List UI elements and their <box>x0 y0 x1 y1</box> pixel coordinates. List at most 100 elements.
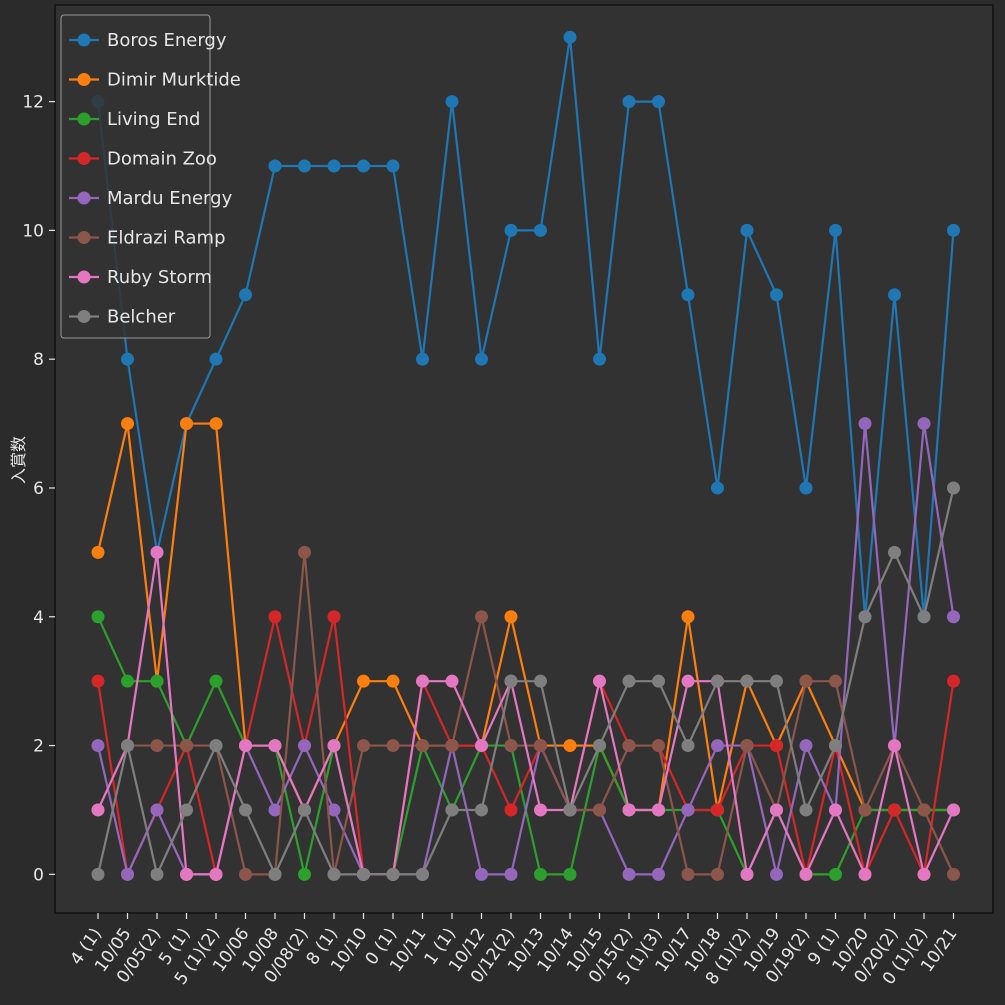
data-point-domain-zoo <box>711 803 724 817</box>
data-point-boros-energy <box>416 352 429 366</box>
data-point-belcher <box>681 739 695 753</box>
data-point-living-end <box>121 674 134 688</box>
data-point-mardu-energy <box>770 867 783 881</box>
legend-item-ruby-storm: Ruby Storm <box>69 267 212 288</box>
data-point-belcher <box>770 674 783 688</box>
data-point-belcher <box>799 803 813 817</box>
data-point-eldrazi-ramp <box>475 610 488 624</box>
data-point-belcher <box>180 803 193 817</box>
legend-marker <box>77 270 91 284</box>
data-point-ruby-storm <box>770 803 783 817</box>
series-line-belcher <box>96 487 955 876</box>
data-point-living-end <box>209 674 223 688</box>
data-point-living-end <box>829 867 842 881</box>
data-point-living-end <box>91 610 105 624</box>
data-point-living-end <box>563 867 577 881</box>
data-point-dimir-murktide <box>357 674 370 688</box>
data-point-boros-energy <box>121 352 134 366</box>
data-point-belcher <box>327 867 341 881</box>
data-point-boros-energy <box>386 159 400 173</box>
data-point-boros-energy <box>622 95 636 109</box>
data-point-mardu-energy <box>504 867 518 881</box>
data-point-eldrazi-ramp <box>681 867 695 881</box>
y-axis-label: 入賞数 <box>9 436 28 484</box>
data-point-belcher <box>563 803 577 817</box>
data-point-belcher <box>652 674 665 688</box>
data-point-domain-zoo <box>327 610 341 624</box>
legend-label: Domain Zoo <box>107 149 217 170</box>
data-point-mardu-energy <box>652 867 665 881</box>
data-point-belcher <box>209 739 223 753</box>
data-point-belcher <box>475 803 488 817</box>
data-point-belcher <box>357 867 370 881</box>
legend-marker <box>77 310 91 323</box>
data-point-ruby-storm <box>799 867 813 881</box>
legend-box <box>60 14 211 339</box>
data-point-ruby-storm <box>180 867 193 881</box>
data-point-dimir-murktide <box>504 610 518 624</box>
data-point-boros-energy <box>888 288 901 302</box>
data-point-boros-energy <box>947 223 960 237</box>
data-point-dimir-murktide <box>91 545 105 559</box>
y-tick-label: 4 <box>33 608 44 628</box>
data-point-boros-energy <box>740 223 754 237</box>
data-point-belcher <box>740 674 754 688</box>
data-point-ruby-storm <box>858 867 872 881</box>
data-point-belcher <box>416 867 429 881</box>
data-point-boros-energy <box>445 95 459 109</box>
data-point-living-end <box>150 674 164 688</box>
data-point-eldrazi-ramp <box>622 739 636 753</box>
y-tick-label: 8 <box>33 350 44 370</box>
data-point-mardu-energy <box>150 803 164 817</box>
data-point-eldrazi-ramp <box>917 803 931 817</box>
data-point-boros-energy <box>829 223 842 237</box>
data-point-belcher <box>91 867 105 881</box>
data-point-dimir-murktide <box>209 417 223 431</box>
data-point-ruby-storm <box>268 739 282 753</box>
data-point-domain-zoo <box>888 803 901 817</box>
data-point-ruby-storm <box>239 739 252 753</box>
data-point-domain-zoo <box>947 674 960 688</box>
data-point-belcher <box>239 803 252 817</box>
data-point-mardu-energy <box>327 803 341 817</box>
data-point-mardu-energy <box>799 739 813 753</box>
legend-item-boros-energy: Boros Energy <box>69 30 227 51</box>
legend-marker <box>77 152 91 165</box>
legend-item-belcher: Belcher <box>69 307 176 328</box>
data-point-boros-energy <box>563 30 577 44</box>
data-point-boros-energy <box>327 159 341 173</box>
data-point-mardu-energy <box>121 867 134 881</box>
data-point-belcher <box>150 867 164 881</box>
data-point-belcher <box>947 481 960 495</box>
data-point-belcher <box>917 610 931 624</box>
data-point-belcher <box>298 803 311 817</box>
legend-marker <box>77 231 91 244</box>
data-point-eldrazi-ramp <box>799 674 813 688</box>
data-point-domain-zoo <box>268 610 282 624</box>
data-point-belcher <box>386 867 400 881</box>
data-point-boros-energy <box>534 223 547 237</box>
data-point-ruby-storm <box>445 674 459 688</box>
data-point-ruby-storm <box>593 674 606 688</box>
y-tick-label: 10 <box>22 221 44 241</box>
data-point-ruby-storm <box>622 803 636 817</box>
data-point-mardu-energy <box>91 739 105 753</box>
y-axis: 0 2 4 6 8 10 12 <box>22 93 55 885</box>
data-point-mardu-energy <box>475 867 488 881</box>
data-point-ruby-storm <box>652 803 665 817</box>
legend-item-eldrazi-ramp: Eldrazi Ramp <box>69 228 226 249</box>
data-point-boros-energy <box>298 159 311 173</box>
data-point-mardu-energy <box>681 803 695 817</box>
data-point-ruby-storm <box>534 803 547 817</box>
data-point-eldrazi-ramp <box>652 739 665 753</box>
legend-label: Boros Energy <box>107 30 227 51</box>
data-point-ruby-storm <box>209 867 223 881</box>
data-point-dimir-murktide <box>386 674 400 688</box>
data-point-eldrazi-ramp <box>298 545 311 559</box>
data-point-eldrazi-ramp <box>593 803 606 817</box>
data-point-eldrazi-ramp <box>504 739 518 753</box>
data-point-ruby-storm <box>327 739 341 753</box>
data-point-boros-energy <box>475 352 488 366</box>
data-point-belcher <box>445 803 459 817</box>
